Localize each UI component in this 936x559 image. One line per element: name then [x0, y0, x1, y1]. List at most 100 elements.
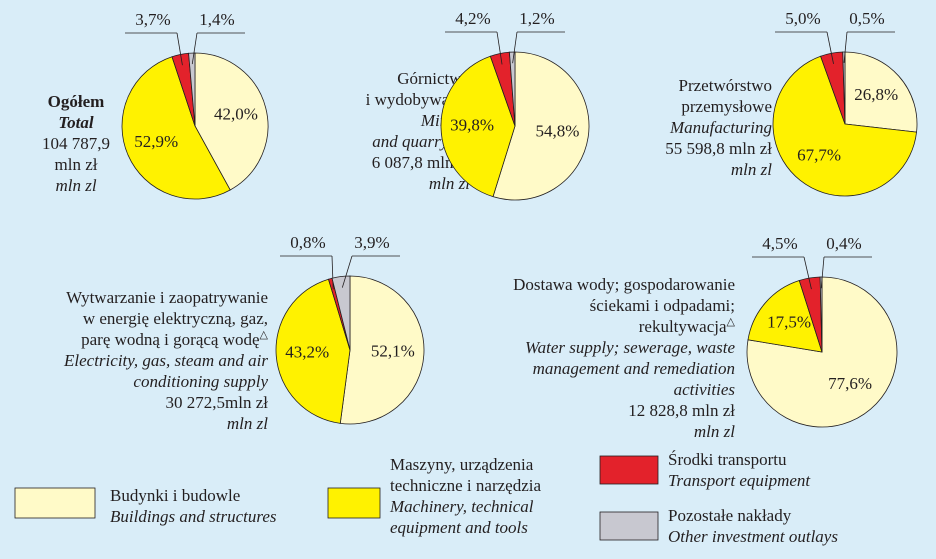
- legend-label-en: Transport equipment: [668, 471, 811, 490]
- pie-title-line: Dostawa wody; gospodarowanie: [513, 275, 735, 294]
- pie-title-line: mln zl: [227, 414, 268, 433]
- title-text: mln zl: [227, 414, 268, 433]
- title-text: 12 828,8 mln zł: [628, 401, 735, 420]
- slice-label: 39,8%: [450, 116, 494, 135]
- pie-title-line: Ogółem: [48, 92, 105, 111]
- pie-slice: [746, 276, 898, 428]
- legend-swatch: [599, 511, 659, 541]
- legend-label-en: Machinery, technical: [389, 497, 534, 516]
- pie-slice: [508, 51, 516, 127]
- pie-title-line: parę wodną i gorącą wodę△: [81, 329, 268, 349]
- title-text: Manufacturing: [669, 118, 772, 137]
- pie-title-line: activities: [674, 380, 736, 399]
- pie-slice: [772, 55, 917, 197]
- pie-title-line: management and remediation: [533, 359, 735, 378]
- slice-label: 1,4%: [199, 10, 234, 29]
- leader-line: [826, 31, 834, 64]
- pie-slice: [747, 280, 823, 353]
- slice-label: 3,9%: [354, 233, 389, 252]
- pie-slice: [194, 52, 269, 191]
- leader-line: [803, 256, 812, 290]
- pie-title-line: Electricity, gas, steam and air: [63, 351, 268, 370]
- note-mark: △: [260, 329, 269, 341]
- title-text: 55 598,8 mln zł: [665, 139, 772, 158]
- title-text: Total: [58, 113, 94, 132]
- legend-label-en: Other investment outlays: [668, 527, 838, 546]
- pie-slice: [492, 51, 590, 201]
- pie-slice: [440, 55, 516, 198]
- title-text: Ogółem: [48, 92, 105, 111]
- legend-swatch: [14, 487, 96, 519]
- pie-title-line: rekultywacja△: [639, 316, 736, 336]
- title-text: ściekami i odpadami;: [590, 296, 735, 315]
- slice-label: 3,7%: [135, 10, 170, 29]
- legend-label: techniczne i narzędzia: [390, 476, 541, 495]
- title-text: mln zl: [731, 160, 772, 179]
- title-text: mln zl: [694, 422, 735, 441]
- title-text: 6 087,8 mln zł: [372, 153, 470, 172]
- leader-line: [496, 31, 503, 65]
- slice-label: 77,6%: [828, 374, 872, 393]
- pie-title-line: ściekami i odpadami;: [590, 296, 735, 315]
- slice-label: 17,5%: [767, 312, 811, 331]
- leader-line: [843, 31, 848, 63]
- slice-label: 26,8%: [854, 85, 898, 104]
- title-text: 104 787,9: [42, 134, 110, 153]
- pie-title-line: mln zl: [731, 160, 772, 179]
- slice-label: 0,4%: [826, 234, 861, 253]
- leader-line: [176, 32, 183, 66]
- legend-swatch: [599, 455, 659, 485]
- slice-label: 67,7%: [797, 146, 841, 165]
- title-text: Dostawa wody; gospodarowanie: [513, 275, 735, 294]
- title-text: mln zł: [55, 155, 98, 174]
- title-text: Przetwórstwo: [679, 76, 772, 95]
- legend-label: Budynki i budowle: [110, 486, 240, 505]
- pie-title-line: mln zl: [694, 422, 735, 441]
- pie-title-line: mln zl: [55, 176, 96, 195]
- title-text: Wytwarzanie i zaopatrywanie: [66, 288, 268, 307]
- pie-title-line: Górnictwo: [397, 69, 470, 88]
- legend-label: Maszyny, urządzenia: [390, 455, 534, 474]
- pie-slice: [331, 275, 351, 351]
- pie-title-line: 12 828,8 mln zł: [628, 401, 735, 420]
- title-text: 30 272,5mln zł: [166, 393, 269, 412]
- title-text: management and remediation: [533, 359, 735, 378]
- slice-label: 42,0%: [214, 104, 258, 123]
- pie-title-line: Manufacturing: [669, 118, 772, 137]
- legend-swatch: [327, 487, 381, 519]
- title-text: w energię elektryczną, gaz,: [83, 309, 268, 328]
- slice-label: 43,2%: [285, 342, 329, 361]
- pie-title-line: 55 598,8 mln zł: [665, 139, 772, 158]
- slice-label: 52,9%: [134, 132, 178, 151]
- pie-slice: [339, 275, 425, 425]
- title-text: activities: [674, 380, 736, 399]
- pie-title-line: Water supply; sewerage, waste: [525, 338, 735, 357]
- title-text: Water supply; sewerage, waste: [525, 338, 735, 357]
- legend-label: Pozostałe nakłady: [668, 506, 792, 525]
- leader-line: [820, 256, 825, 289]
- pie-title-line: Total: [58, 113, 94, 132]
- pie-slice: [188, 52, 196, 127]
- legend-label-en: Buildings and structures: [110, 507, 277, 526]
- pie-title-line: Przetwórstwo: [679, 76, 772, 95]
- title-text: conditioning supply: [133, 372, 268, 391]
- legend-label-en: equipment and tools: [390, 518, 528, 537]
- pie-title-line: mln zł: [55, 155, 98, 174]
- pie-title-line: 30 272,5mln zł: [166, 393, 269, 412]
- slice-label: 4,2%: [455, 9, 490, 28]
- pie-title-line: przemysłowe: [681, 97, 772, 116]
- leader-line: [191, 32, 198, 65]
- pie-title-line: 104 787,9: [42, 134, 110, 153]
- leader-line: [331, 255, 334, 290]
- title-text: Electricity, gas, steam and air: [63, 351, 268, 370]
- title-text: mln zl: [55, 176, 96, 195]
- slice-label: 0,5%: [849, 9, 884, 28]
- pie-title-line: mln zl: [429, 174, 470, 193]
- title-text: parę wodną i gorącą wodę: [81, 330, 259, 349]
- title-text: rekultywacja: [639, 317, 727, 336]
- pie-slice: [121, 56, 231, 200]
- pie-slice: [275, 278, 351, 424]
- title-text: przemysłowe: [681, 97, 772, 116]
- slice-label: 5,0%: [785, 9, 820, 28]
